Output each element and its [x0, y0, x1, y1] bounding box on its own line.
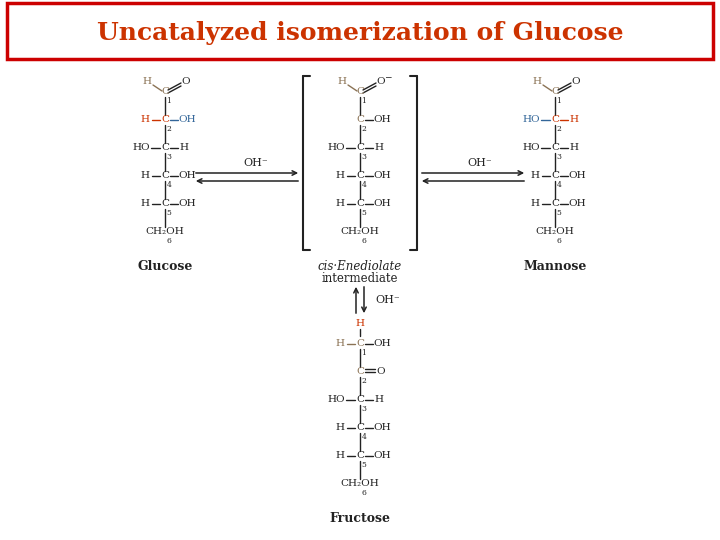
Text: H: H — [338, 78, 346, 86]
Text: C: C — [551, 87, 559, 97]
Text: HO: HO — [327, 144, 345, 152]
Text: H: H — [140, 172, 150, 180]
Text: 2: 2 — [166, 125, 171, 133]
Text: H: H — [336, 451, 344, 461]
Text: C: C — [356, 368, 364, 376]
Text: OH: OH — [373, 172, 391, 180]
Text: H: H — [531, 199, 539, 208]
Text: H: H — [336, 199, 344, 208]
Text: C: C — [161, 199, 169, 208]
Text: H: H — [336, 423, 344, 433]
Text: 2: 2 — [557, 125, 562, 133]
Text: CH₂OH: CH₂OH — [145, 227, 184, 237]
Text: H: H — [533, 78, 541, 86]
Text: H: H — [374, 395, 384, 404]
Text: 1: 1 — [361, 97, 366, 105]
Text: 3: 3 — [361, 153, 366, 161]
Text: C: C — [161, 172, 169, 180]
Text: OH⁻: OH⁻ — [243, 158, 269, 168]
Text: 2: 2 — [361, 377, 366, 385]
Text: OH⁻: OH⁻ — [467, 158, 492, 168]
Text: 1: 1 — [557, 97, 562, 105]
Text: OH: OH — [373, 199, 391, 208]
Text: H: H — [140, 116, 150, 125]
Text: 4: 4 — [166, 181, 171, 189]
Text: C: C — [356, 451, 364, 461]
Text: H: H — [374, 144, 384, 152]
Text: OH: OH — [568, 199, 586, 208]
Text: 5: 5 — [166, 209, 171, 217]
Text: H: H — [179, 144, 189, 152]
Text: OH: OH — [373, 340, 391, 348]
Text: OH⁻: OH⁻ — [376, 295, 400, 305]
Text: OH: OH — [373, 423, 391, 433]
Text: CH₂OH: CH₂OH — [536, 227, 575, 237]
Text: 3: 3 — [557, 153, 562, 161]
Text: 5: 5 — [557, 209, 562, 217]
Text: 3: 3 — [361, 405, 366, 413]
Text: 6: 6 — [361, 237, 366, 245]
Text: C: C — [161, 144, 169, 152]
Text: C: C — [161, 116, 169, 125]
Text: OH: OH — [373, 451, 391, 461]
Text: 5: 5 — [361, 209, 366, 217]
Text: OH: OH — [178, 172, 196, 180]
Text: O: O — [377, 368, 385, 376]
Text: H: H — [570, 144, 578, 152]
Text: H: H — [140, 199, 150, 208]
Text: 3: 3 — [166, 153, 171, 161]
Text: O: O — [572, 77, 580, 85]
Text: Uncatalyzed isomerization of Glucose: Uncatalyzed isomerization of Glucose — [96, 21, 624, 45]
Text: 6: 6 — [166, 237, 171, 245]
Text: C: C — [551, 144, 559, 152]
Text: OH: OH — [373, 116, 391, 125]
Text: HO: HO — [522, 116, 540, 125]
Text: C: C — [356, 116, 364, 125]
Text: C: C — [356, 87, 364, 97]
Text: −: − — [384, 72, 392, 82]
Text: Glucose: Glucose — [138, 260, 193, 273]
Text: 4: 4 — [361, 181, 366, 189]
Text: CH₂OH: CH₂OH — [341, 227, 379, 237]
Text: C: C — [356, 144, 364, 152]
Text: HO: HO — [327, 395, 345, 404]
Text: 5: 5 — [361, 461, 366, 469]
Text: C: C — [551, 199, 559, 208]
Text: C: C — [356, 423, 364, 433]
Text: O: O — [377, 77, 385, 85]
Text: CH₂OH: CH₂OH — [341, 480, 379, 489]
Text: 2: 2 — [361, 125, 366, 133]
Text: HO: HO — [522, 144, 540, 152]
Text: H: H — [143, 78, 151, 86]
Text: C: C — [356, 395, 364, 404]
Text: H: H — [531, 172, 539, 180]
Text: C: C — [356, 340, 364, 348]
Text: intermediate: intermediate — [322, 272, 398, 285]
Text: C: C — [356, 199, 364, 208]
Text: H: H — [336, 340, 344, 348]
Text: H: H — [570, 116, 578, 125]
Text: C: C — [551, 172, 559, 180]
Text: 1: 1 — [361, 349, 366, 357]
Text: OH: OH — [178, 199, 196, 208]
Text: OH: OH — [178, 116, 196, 125]
Text: C: C — [161, 87, 169, 97]
Text: Fructose: Fructose — [330, 511, 390, 524]
Text: 6: 6 — [557, 237, 562, 245]
FancyBboxPatch shape — [7, 3, 713, 59]
Text: HO: HO — [132, 144, 150, 152]
Text: O: O — [181, 77, 190, 85]
Text: Mannose: Mannose — [523, 260, 587, 273]
Text: H: H — [336, 172, 344, 180]
Text: OH: OH — [568, 172, 586, 180]
Text: 1: 1 — [166, 97, 171, 105]
Text: cis·Enediolate: cis·Enediolate — [318, 260, 402, 273]
Text: 6: 6 — [361, 489, 366, 497]
Text: 4: 4 — [557, 181, 562, 189]
Text: C: C — [551, 116, 559, 125]
Text: C: C — [356, 172, 364, 180]
Text: 4: 4 — [361, 433, 366, 441]
Text: H: H — [356, 320, 364, 328]
